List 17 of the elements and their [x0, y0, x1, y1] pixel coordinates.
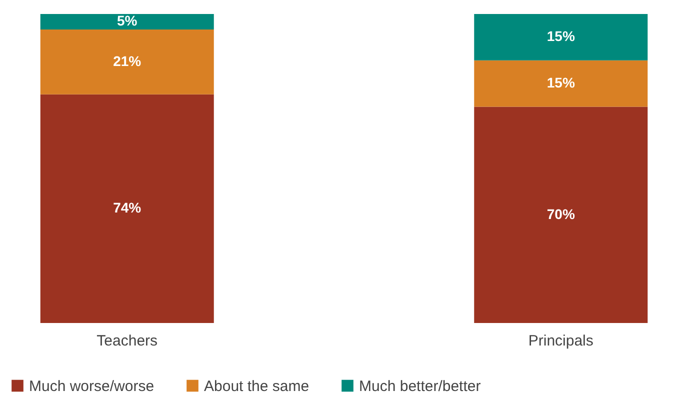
bar: [40, 14, 214, 30]
bar: [40, 29, 214, 94]
x-tick-label: Principals: [528, 332, 594, 350]
data-label: 5%: [117, 12, 138, 29]
data-label: 70%: [546, 206, 576, 222]
bar: [474, 60, 648, 107]
data-label: 15%: [546, 74, 576, 91]
bar: [40, 94, 214, 323]
legend-label: About the same: [204, 378, 310, 395]
data-label: 74%: [113, 200, 142, 216]
data-label: 21%: [113, 52, 142, 69]
bar: [474, 14, 648, 60]
legend-label: Much better/better: [359, 378, 481, 395]
legend-label: Much worse/worse: [29, 378, 154, 395]
data-label: 15%: [546, 28, 576, 44]
bar: [474, 106, 648, 323]
x-tick-label: Teachers: [96, 332, 158, 350]
